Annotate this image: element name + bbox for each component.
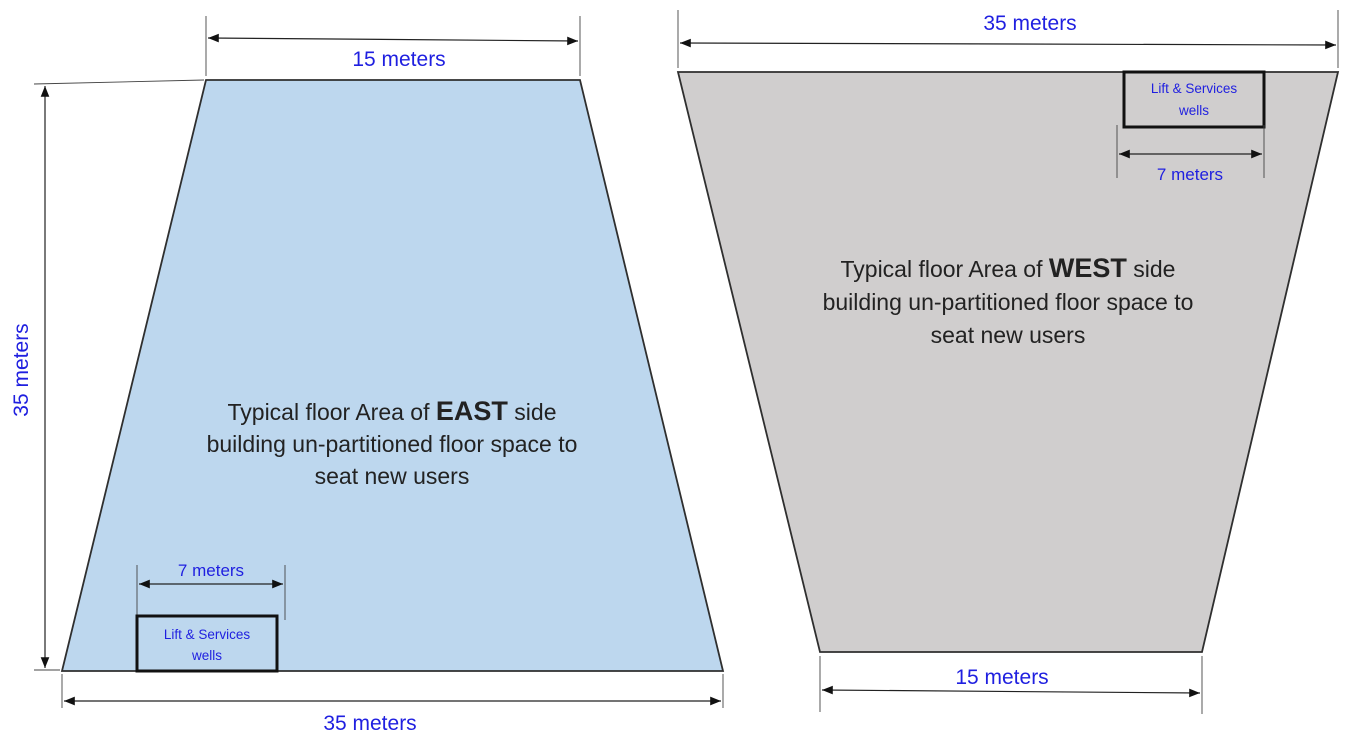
east-top-dimension-line [207,33,579,46]
east-description-line2: building un-partitioned floor space to [207,431,578,457]
west-bottom-dimension-line [821,685,1201,698]
east-highlight-word: EAST [436,396,509,426]
east-top-width-label: 15 meters [352,48,445,71]
east-lift-label-line2: wells [191,648,222,663]
west-lift-label-line2: wells [1178,103,1209,118]
west-lift-width-label: 7 meters [1157,165,1223,184]
east-lift-services-box [135,614,279,673]
east-description-line1: Typical floor Area of EAST side [228,396,557,426]
west-lift-services-box [1122,70,1266,129]
east-lift-label-line1: Lift & Services [164,627,251,642]
east-description-line3: seat new users [315,463,470,489]
west-bottom-width-label: 15 meters [955,666,1048,689]
east-floor-plan: 15 meters 35 meters 35 meters 7 meters L… [10,16,725,735]
west-description-line2: building un-partitioned floor space to [823,289,1194,315]
west-description-line3: seat new users [931,322,1086,348]
east-lift-width-label: 7 meters [178,561,244,580]
east-height-label: 35 meters [10,323,33,416]
west-description-line1: Typical floor Area of WEST side [841,253,1176,283]
west-floor-shape [676,71,1340,653]
west-floor-plan: 35 meters Lift & Services wells 7 meters… [676,10,1340,714]
west-lift-label-line1: Lift & Services [1151,81,1238,96]
east-height-extension-top [33,79,205,85]
east-bottom-width-label: 35 meters [323,712,416,735]
west-highlight-word: WEST [1049,253,1128,283]
west-top-dimension-line [679,38,1337,50]
west-top-width-label: 35 meters [983,12,1076,35]
east-floor-shape [60,79,725,672]
